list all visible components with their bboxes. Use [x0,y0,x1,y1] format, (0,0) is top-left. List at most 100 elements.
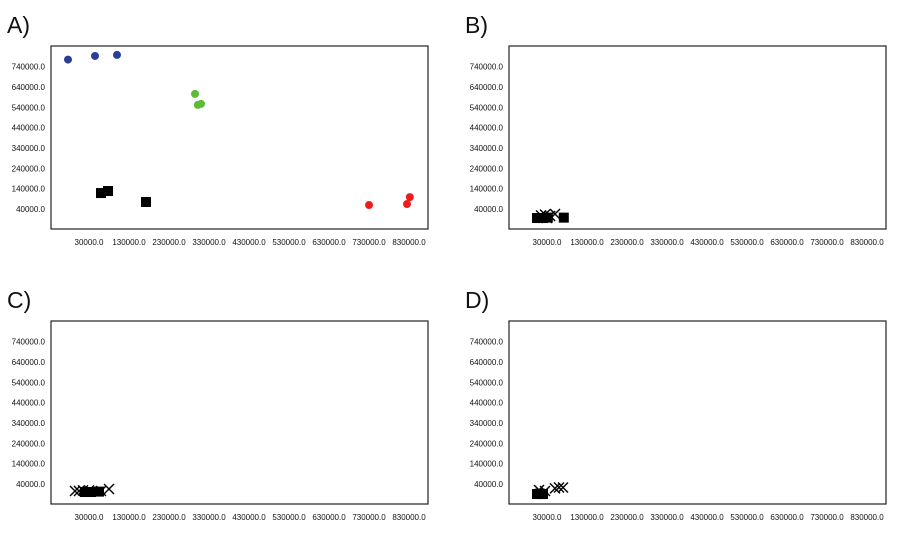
x-tick-label: 730000.0 [352,513,386,522]
plot-frame [50,320,429,505]
plot-frame [508,45,887,230]
cross-stroke [539,209,551,221]
x-tick-label: 630000.0 [312,513,346,522]
x-tick-label: 430000.0 [690,238,724,247]
x-tick-label: 130000.0 [112,513,146,522]
plot-frame [50,45,429,230]
x-tick-label: 330000.0 [650,238,684,247]
x-tick-label: 630000.0 [770,238,804,247]
data-point-blue [91,51,99,60]
data-point-blue [64,55,72,64]
y-tick-label: 240000.0 [12,164,46,173]
data-point-crosses [541,212,553,224]
y-tick-label: 240000.0 [470,439,504,448]
x-tick-label: 230000.0 [152,513,186,522]
panel-label: B) [465,12,488,38]
data-point-squares [534,488,545,499]
x-tick-label: 230000.0 [610,238,644,247]
data-point-crosses [557,482,569,494]
data-point-crosses [83,484,95,496]
x-tick-label: 430000.0 [232,238,266,247]
y-tick-label: 640000.0 [12,358,46,367]
x-tick-label: 430000.0 [690,513,724,522]
data-point-green [191,89,199,98]
cross-stroke [557,482,569,494]
y-tick-label: 340000.0 [12,419,46,428]
x-tick-label: 530000.0 [730,513,764,522]
x-tick-label: 330000.0 [192,513,226,522]
y-tick-label: 540000.0 [470,378,504,387]
x-tick-label: 130000.0 [570,513,604,522]
panel-d: D) 40000.0 140000.0 240000.0 340000.0 440000.… [465,287,887,522]
y-tick-label: 540000.0 [470,103,504,112]
data-point-crosses [103,483,115,495]
y-tick-label: 640000.0 [12,83,46,92]
data-point-black [141,196,151,207]
y-tick-label: 40000.0 [474,205,503,214]
y-tick-label: 440000.0 [12,399,46,408]
x-tick-label: 830000.0 [850,513,884,522]
x-tick-label: 730000.0 [810,238,844,247]
cross-stroke [553,482,565,494]
x-tick-label: 530000.0 [272,513,306,522]
data-point-crosses [539,485,551,497]
data-point-squares [94,486,104,497]
x-tick-label: 130000.0 [570,238,604,247]
data-point-crosses [535,209,547,221]
y-tick-label: 740000.0 [470,338,504,347]
data-point-red [365,201,373,210]
x-tick-label: 830000.0 [392,513,426,522]
data-point-squares [558,212,569,223]
y-tick-label: 640000.0 [470,83,504,92]
y-tick-label: 40000.0 [16,205,45,214]
y-tick-label: 640000.0 [470,358,504,367]
x-tick-label: 430000.0 [232,513,266,522]
y-tick-label: 140000.0 [470,185,504,194]
cross-stroke [83,484,95,496]
cross-stroke [95,485,107,497]
y-tick-label: 340000.0 [12,144,46,153]
y-tick-label: 40000.0 [474,480,503,489]
x-tick-label: 230000.0 [152,238,186,247]
y-tick-label: 440000.0 [12,124,46,133]
y-tick-label: 740000.0 [12,338,46,347]
x-tick-label: 30000.0 [75,238,104,247]
y-tick-label: 440000.0 [470,399,504,408]
x-tick-label: 730000.0 [352,238,386,247]
y-tick-label: 140000.0 [12,185,46,194]
data-point-squares [532,213,542,224]
x-tick-label: 830000.0 [850,238,884,247]
plot-frame [508,320,887,505]
x-tick-label: 30000.0 [75,513,104,522]
data-point-green [197,99,205,108]
y-tick-label: 240000.0 [470,164,504,173]
y-tick-label: 440000.0 [470,124,504,133]
data-point-black [96,188,106,199]
y-tick-label: 540000.0 [12,103,46,112]
panel-label: C) [7,287,31,313]
panel-label: A) [7,12,30,38]
x-tick-label: 30000.0 [533,238,562,247]
cross-stroke [69,485,81,497]
data-point-blue [113,50,121,59]
cross-stroke [549,482,561,494]
y-tick-label: 140000.0 [470,460,504,469]
x-tick-label: 330000.0 [192,238,226,247]
cross-stroke [541,212,553,224]
panel-b: B) 40000.0 140000.0 240000.0 340000.0 440000.… [465,12,887,247]
cross-stroke [103,483,115,495]
y-tick-label: 540000.0 [12,378,46,387]
x-tick-label: 630000.0 [770,513,804,522]
x-tick-label: 30000.0 [533,513,562,522]
cross-stroke [533,484,545,496]
y-tick-label: 340000.0 [470,144,504,153]
y-tick-label: 740000.0 [12,63,46,72]
y-tick-label: 140000.0 [12,460,46,469]
x-tick-label: 330000.0 [650,513,684,522]
data-point-crosses [95,485,107,497]
cross-stroke [549,208,561,220]
data-point-crosses [549,208,561,220]
x-tick-label: 230000.0 [610,513,644,522]
data-point-black [103,186,113,197]
